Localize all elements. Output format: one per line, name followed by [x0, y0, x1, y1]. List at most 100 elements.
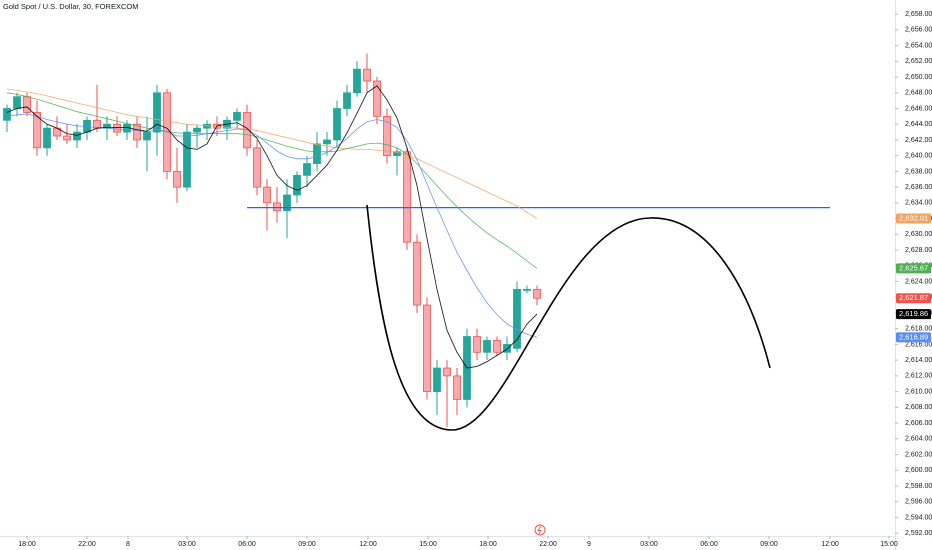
candle-body — [13, 96, 21, 109]
indicator-line — [6, 85, 538, 369]
candle-body — [503, 344, 511, 353]
y-tick-label: 2,658.00 — [905, 11, 932, 18]
candle-body — [333, 108, 341, 141]
indicator-line — [6, 92, 538, 269]
candle-body — [413, 241, 421, 306]
candle-body — [143, 131, 151, 141]
price-label-box — [896, 213, 931, 224]
candle-body — [133, 123, 141, 141]
candle-body — [183, 131, 191, 188]
y-tick-label: 2,616.00 — [905, 341, 932, 348]
candle-body — [453, 375, 461, 400]
candle-body — [233, 112, 241, 121]
x-tick-label: 09:00 — [760, 541, 778, 548]
candle-body — [73, 131, 81, 141]
y-tick-label: 2,630.00 — [905, 231, 932, 238]
price-label-box — [896, 293, 931, 304]
candle-body — [173, 171, 181, 188]
candle-body — [513, 288, 521, 349]
candle-body — [343, 92, 351, 109]
candle-body — [493, 340, 501, 353]
price-label: 2,616.89 — [899, 332, 928, 341]
y-tick-label: 2,636.00 — [905, 184, 932, 191]
candle-body — [273, 202, 281, 212]
x-tick-label: 12:00 — [359, 541, 377, 548]
y-tick-label: 2,618.00 — [905, 326, 932, 333]
x-tick-label: 22:00 — [78, 541, 96, 548]
price-label: 2,619.86 — [899, 309, 928, 318]
candle-body — [283, 194, 291, 212]
candle-body — [533, 288, 541, 299]
candle-body — [63, 135, 71, 141]
candle-body — [193, 127, 201, 133]
x-tick-label: 06:00 — [238, 541, 256, 548]
x-tick-label: 22:00 — [539, 541, 557, 548]
x-tick-label: 15:00 — [419, 541, 437, 548]
x-tick-label: 03:00 — [178, 541, 196, 548]
y-tick-label: 2,612.00 — [905, 373, 932, 380]
y-tick-label: 2,654.00 — [905, 42, 932, 49]
y-tick-label: 2,598.00 — [905, 483, 932, 490]
candle-body — [483, 340, 491, 353]
candle-body — [353, 68, 361, 94]
x-tick-label: 09:00 — [298, 541, 316, 548]
candle-body — [253, 147, 261, 188]
price-label-box — [896, 309, 931, 320]
candle-body — [373, 80, 381, 117]
y-tick-label: 2,640.00 — [905, 153, 932, 160]
price-label-box — [896, 332, 931, 343]
y-tick-label: 2,624.00 — [905, 278, 932, 285]
y-tick-label: 2,648.00 — [905, 90, 932, 97]
candle-body — [473, 336, 481, 353]
chart-title: Gold Spot / U.S. Dollar, 30, FOREXCOM — [3, 2, 138, 11]
y-tick-label: 2,610.00 — [905, 388, 932, 395]
candle-body — [523, 288, 531, 291]
x-tick-label: 03:00 — [640, 541, 658, 548]
candle-body — [323, 139, 331, 145]
indicator-lines — [6, 85, 830, 369]
x-tick-label: 12:00 — [821, 541, 839, 548]
y-tick-label: 2,644.00 — [905, 121, 932, 128]
price-label: 2,625.67 — [899, 263, 928, 272]
y-tick-label: 2,642.00 — [905, 137, 932, 144]
candle-body — [293, 174, 301, 196]
y-tick-label: 2,638.00 — [905, 168, 932, 175]
candle-body — [363, 68, 371, 82]
candle-body — [443, 367, 451, 377]
x-tick-label: 15:00 — [880, 541, 898, 548]
candle-body — [433, 367, 441, 392]
y-tick-label: 2,650.00 — [905, 74, 932, 81]
x-tick-label: 8 — [126, 541, 130, 548]
candle-body — [263, 186, 271, 204]
event-icon-bolt — [537, 525, 542, 535]
y-tick-label: 2,592.00 — [905, 530, 932, 537]
candle-body — [23, 96, 31, 113]
y-tick-label: 2,614.00 — [905, 357, 932, 364]
price-label: 2,621.87 — [899, 293, 928, 302]
y-tick-label: 2,606.00 — [905, 420, 932, 427]
y-tick-label: 2,602.00 — [905, 451, 932, 458]
x-tick-label: 9 — [587, 541, 591, 548]
candle-body — [383, 115, 391, 157]
price-label: 2,632.01 — [899, 214, 928, 223]
y-tick-label: 2,652.00 — [905, 58, 932, 65]
candle-body — [303, 163, 311, 176]
event-icon[interactable] — [534, 524, 546, 536]
y-tick-label: 2,600.00 — [905, 467, 932, 474]
candle-body — [33, 112, 41, 149]
axes: 2,658.00 2,656.00 2,654.00 2,652.00 2,650.00… — [18, 11, 932, 548]
indicator-line — [6, 88, 538, 219]
drawn-curve — [366, 204, 771, 431]
price-label-box — [896, 263, 931, 274]
y-tick-label: 2,604.00 — [905, 436, 932, 443]
y-tick-label: 2,646.00 — [905, 105, 932, 112]
x-tick-label: 18:00 — [18, 541, 36, 548]
indicator-line — [6, 113, 538, 338]
candle-body — [3, 108, 11, 121]
candle-body — [153, 92, 161, 133]
y-tick-label: 2,608.00 — [905, 404, 932, 411]
y-tick-label: 2,656.00 — [905, 27, 932, 34]
x-tick-label: 06:00 — [700, 541, 718, 548]
